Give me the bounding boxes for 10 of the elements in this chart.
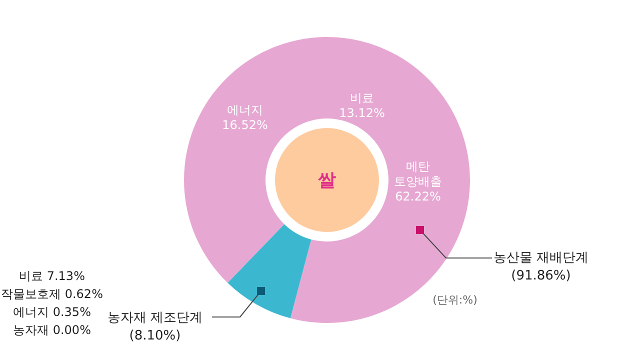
text: 비료 13.12% bbox=[339, 91, 385, 121]
text: 쌀 bbox=[318, 169, 336, 192]
text: 에너지 16.52% bbox=[222, 103, 268, 133]
slice-label: 농산물 재배단계 bbox=[493, 250, 589, 266]
text: (단위:%) bbox=[432, 292, 478, 308]
data-label: (91.86%) bbox=[511, 268, 571, 284]
text: 비료 7.13% 작물보호제 0.62% 에너지 0.35% 농자재 0.00% bbox=[1, 268, 103, 339]
slice-label: 농자재 제조단계 bbox=[107, 310, 203, 326]
text: 메탄 토양배출 62.22% bbox=[394, 160, 442, 204]
data-label: (8.10%) bbox=[129, 328, 181, 344]
